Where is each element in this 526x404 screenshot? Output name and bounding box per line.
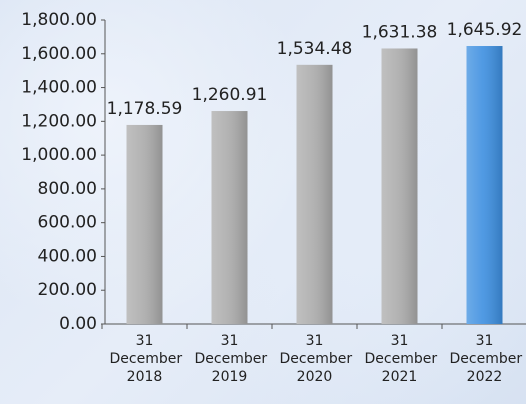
bar-shine — [296, 64, 333, 324]
y-tick-label: 400.00 — [38, 246, 97, 266]
y-tick-label: 1,600.00 — [21, 44, 97, 64]
y-tick-label: 200.00 — [38, 280, 97, 300]
y-tick-label: 1,400.00 — [21, 78, 97, 98]
x-tick-label: 31 December 2020 — [279, 333, 353, 385]
y-tick-label: 0.00 — [59, 314, 97, 334]
y-tick-label: 600.00 — [38, 213, 97, 233]
y-tick-label: 1,200.00 — [21, 111, 97, 131]
value-label: 1,534.48 — [277, 39, 353, 59]
bar-shine — [126, 124, 163, 324]
y-tick-label: 800.00 — [38, 179, 97, 199]
x-tick-label: 31 December 2018 — [109, 333, 183, 385]
x-tick-label: 31 December 2022 — [449, 333, 523, 385]
bar-shine — [466, 46, 503, 324]
x-tick-label: 31 December 2021 — [364, 333, 438, 385]
value-label: 1,645.92 — [447, 20, 523, 40]
y-tick-label: 1,800.00 — [21, 10, 97, 30]
y-tick-label: 1,000.00 — [21, 145, 97, 165]
bar-shine — [211, 111, 248, 324]
value-label: 1,260.91 — [192, 85, 268, 105]
value-label: 1,178.59 — [107, 99, 183, 119]
value-label: 1,631.38 — [362, 22, 438, 42]
bar-shine — [381, 48, 418, 325]
x-tick-label: 31 December 2019 — [194, 333, 268, 385]
